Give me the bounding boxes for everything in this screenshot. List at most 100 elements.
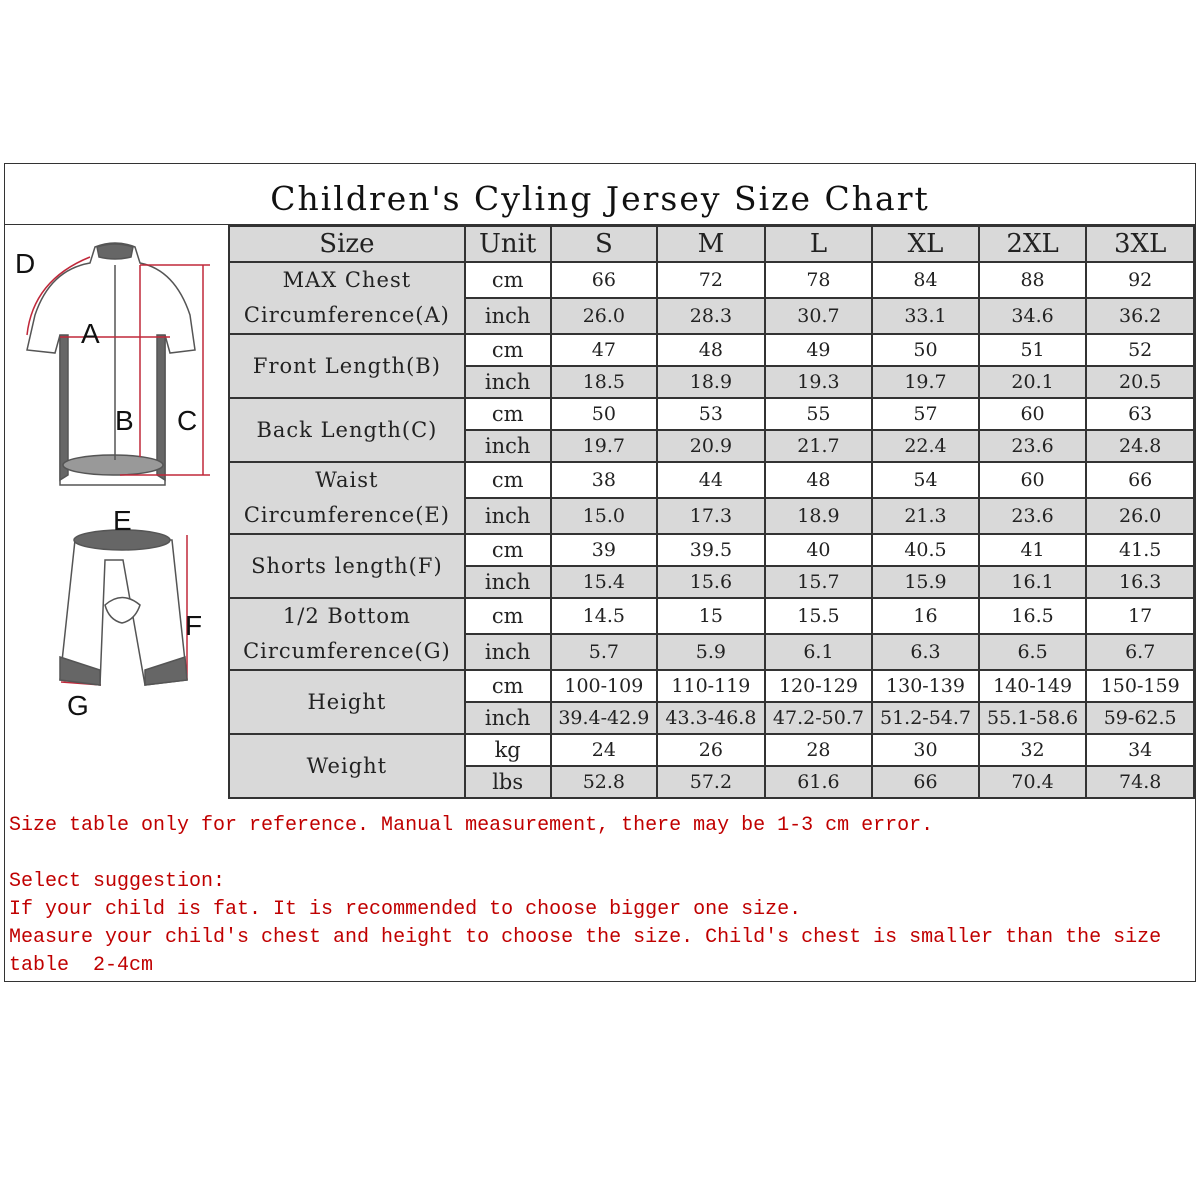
unit-cell: inch bbox=[463, 633, 552, 671]
table-row: Front Length(B) cm 47 48 49 50 51 52 bbox=[228, 333, 1195, 399]
value-cell: 16.1 bbox=[977, 565, 1088, 599]
value-cell: 16 bbox=[871, 597, 980, 635]
value-cell: 120-129 bbox=[763, 669, 874, 703]
table-row: inch 15.0 17.3 18.9 21.3 23.6 26.0 bbox=[229, 497, 1195, 535]
value-cell: 59-62.5 bbox=[1085, 701, 1195, 735]
value-cell: 16.5 bbox=[977, 597, 1088, 635]
value-cell: 30.7 bbox=[763, 297, 874, 335]
value-cell: 43.3-46.8 bbox=[656, 701, 766, 735]
value-cell: 18.5 bbox=[549, 365, 659, 399]
value-cell: 50 bbox=[871, 333, 980, 367]
value-cell: 57.2 bbox=[656, 765, 766, 799]
measurement-label: Back Length(C) bbox=[228, 397, 466, 463]
header-cell: Unit bbox=[463, 225, 552, 263]
value-cell: 22.4 bbox=[871, 429, 980, 463]
value-cell: 30 bbox=[871, 733, 980, 767]
unit-cell: cm bbox=[463, 597, 552, 635]
measurement-label: Waist Circumference(E) bbox=[228, 461, 466, 535]
value-cell: 49 bbox=[763, 333, 874, 367]
chart-title: Children's Cyling Jersey Size Chart bbox=[5, 164, 1195, 225]
table-row: Weight kg 24 26 28 30 32 34 bbox=[228, 733, 1195, 799]
label-b: B bbox=[115, 405, 134, 436]
value-cell: 28 bbox=[763, 733, 874, 767]
value-cell: 18.9 bbox=[763, 497, 874, 535]
value-cell: 21.3 bbox=[871, 497, 980, 535]
value-cell: 72 bbox=[656, 261, 766, 299]
value-cell: 19.7 bbox=[549, 429, 659, 463]
unit-cell: cm bbox=[463, 533, 552, 567]
value-cell: 66 bbox=[1085, 461, 1195, 499]
value-cell: 15.7 bbox=[763, 565, 874, 599]
unit-cell: kg bbox=[463, 733, 552, 767]
value-cell: 38 bbox=[549, 461, 659, 499]
unit-cell: cm bbox=[463, 461, 552, 499]
value-cell: 6.5 bbox=[977, 633, 1088, 671]
value-cell: 32 bbox=[977, 733, 1088, 767]
value-cell: 48 bbox=[656, 333, 766, 367]
value-cell: 16.3 bbox=[1085, 565, 1195, 599]
value-cell: 39 bbox=[549, 533, 659, 567]
value-cell: 92 bbox=[1085, 261, 1195, 299]
unit-cell: cm bbox=[463, 261, 552, 299]
value-cell: 60 bbox=[977, 397, 1088, 431]
value-cell: 88 bbox=[977, 261, 1088, 299]
value-cell: 14.5 bbox=[549, 597, 659, 635]
value-cell: 84 bbox=[871, 261, 980, 299]
value-cell: 78 bbox=[763, 261, 874, 299]
measurement-labels: D A B C E F G bbox=[15, 248, 202, 721]
value-cell: 51 bbox=[977, 333, 1088, 367]
unit-cell: cm bbox=[463, 333, 552, 367]
value-cell: 6.3 bbox=[871, 633, 980, 671]
value-cell: 40 bbox=[763, 533, 874, 567]
unit-cell: inch bbox=[463, 565, 552, 599]
value-cell: 100-109 bbox=[549, 669, 659, 703]
value-cell: 19.3 bbox=[763, 365, 874, 399]
size-chart: Children's Cyling Jersey Size Chart D A bbox=[4, 163, 1196, 982]
notes: Size table only for reference. Manual me… bbox=[9, 812, 1189, 980]
table-row: Shorts length(F) cm 39 39.5 40 40.5 41 41.5 bbox=[228, 533, 1195, 599]
value-cell: 15.4 bbox=[549, 565, 659, 599]
value-cell: 48 bbox=[763, 461, 874, 499]
value-cell: 15.0 bbox=[549, 497, 659, 535]
unit-cell: inch bbox=[463, 497, 552, 535]
table-row: Waist Circumference(E) cm 38 44 48 54 60 66 bbox=[228, 461, 1195, 535]
value-cell: 24 bbox=[549, 733, 659, 767]
value-cell: 20.5 bbox=[1085, 365, 1195, 399]
value-cell: 40.5 bbox=[871, 533, 980, 567]
value-cell: 6.1 bbox=[763, 633, 874, 671]
table-row: inch 19.7 20.9 21.7 22.4 23.6 24.8 bbox=[229, 429, 1195, 463]
measurement-diagram: D A B C E F G bbox=[15, 242, 210, 721]
value-cell: 34 bbox=[1085, 733, 1195, 767]
header-cell: 3XL bbox=[1085, 225, 1195, 263]
table-row: lbs 52.8 57.2 61.6 66 70.4 74.8 bbox=[229, 765, 1195, 799]
jersey-icon bbox=[26, 242, 196, 486]
header-cell: M bbox=[656, 225, 766, 263]
measurement-lines bbox=[26, 256, 210, 686]
value-cell: 39.4-42.9 bbox=[549, 701, 659, 735]
unit-cell: inch bbox=[463, 297, 552, 335]
unit-cell: inch bbox=[463, 429, 552, 463]
value-cell: 19.7 bbox=[871, 365, 980, 399]
value-cell: 66 bbox=[549, 261, 659, 299]
header-cell: S bbox=[549, 225, 659, 263]
measurement-label: Weight bbox=[228, 733, 466, 799]
value-cell: 18.9 bbox=[656, 365, 766, 399]
size-table: Size Unit S M L XL 2XL 3XL MAX Chest Circumferen… bbox=[228, 225, 1195, 799]
shorts-icon bbox=[59, 529, 188, 686]
table-row: Back Length(C) cm 50 53 55 57 60 63 bbox=[228, 397, 1195, 463]
label-e: E bbox=[113, 505, 132, 536]
header-cell: L bbox=[763, 225, 874, 263]
table-row: inch 26.0 28.3 30.7 33.1 34.6 36.2 bbox=[229, 297, 1195, 335]
header-cell: 2XL bbox=[977, 225, 1088, 263]
value-cell: 15 bbox=[656, 597, 766, 635]
value-cell: 47.2-50.7 bbox=[763, 701, 874, 735]
value-cell: 28.3 bbox=[656, 297, 766, 335]
value-cell: 55 bbox=[763, 397, 874, 431]
note-line bbox=[9, 840, 1189, 868]
table-row: inch 15.4 15.6 15.7 15.9 16.1 16.3 bbox=[229, 565, 1195, 599]
value-cell: 61.6 bbox=[763, 765, 874, 799]
value-cell: 17 bbox=[1085, 597, 1195, 635]
value-cell: 21.7 bbox=[763, 429, 874, 463]
unit-cell: cm bbox=[463, 397, 552, 431]
value-cell: 51.2-54.7 bbox=[871, 701, 980, 735]
